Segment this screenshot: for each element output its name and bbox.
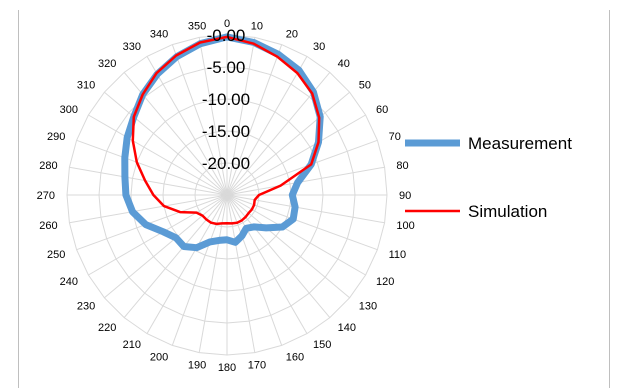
angle-tick-label: 120: [376, 276, 394, 288]
legend-label-measurement: Measurement: [468, 134, 572, 153]
grid-spoke: [171, 194, 228, 346]
angle-tick-label: 350: [188, 21, 206, 33]
angle-tick-label: 170: [248, 359, 266, 371]
angle-tick-label: 160: [286, 352, 304, 364]
angle-tick-label: 150: [313, 339, 331, 351]
grid-spoke: [171, 44, 228, 196]
angle-tick-label: 300: [60, 104, 78, 116]
angle-tick-label: 190: [188, 359, 206, 371]
grid-spoke: [198, 194, 228, 353]
angle-tick-label: 270: [37, 190, 55, 202]
grid-spoke: [226, 194, 350, 299]
angle-tick-label: 90: [399, 190, 411, 202]
radial-tick-label: -0.00: [207, 26, 246, 45]
grid-spoke: [226, 194, 308, 334]
angle-tick-label: 130: [359, 301, 377, 313]
grid-spoke: [226, 194, 366, 276]
angle-tick-label: 310: [77, 79, 95, 91]
grid-spoke: [226, 166, 385, 196]
series-layer: [121, 33, 324, 252]
radial-tick-label: -5.00: [207, 58, 246, 77]
angle-tick-label: 320: [98, 58, 116, 70]
grid-spoke: [104, 194, 228, 299]
grid-spoke: [76, 139, 228, 196]
angle-tick-label: 30: [313, 41, 325, 53]
angle-tick-label: 180: [218, 362, 236, 374]
grid-spoke: [198, 37, 228, 196]
series-line-simulation: [131, 35, 321, 226]
angle-tick-label: 210: [123, 339, 141, 351]
grid-spoke: [226, 91, 350, 196]
angle-tick-label: 140: [338, 322, 356, 334]
radial-tick-label: -10.00: [202, 90, 250, 109]
angle-tick-label: 330: [123, 41, 141, 53]
grid-spoke: [69, 194, 228, 224]
angle-tick-label: 50: [359, 79, 371, 91]
angle-tick-label: 0: [224, 18, 230, 30]
grid-spoke: [226, 194, 283, 346]
grid-spoke: [226, 114, 366, 196]
grid-spoke: [226, 194, 331, 318]
angle-tick-label: 40: [338, 58, 350, 70]
grid-spoke: [226, 139, 378, 196]
angle-tick-label: 100: [396, 220, 414, 232]
grid-spoke: [88, 114, 228, 196]
grid: [66, 34, 388, 356]
grid-spoke: [69, 166, 228, 196]
grid-spoke: [226, 56, 308, 196]
grid-spoke: [123, 194, 228, 318]
grid-spoke: [88, 194, 228, 276]
legend-label-simulation: Simulation: [468, 202, 547, 221]
radial-tick-label: -15.00: [202, 122, 250, 141]
grid-spoke: [226, 194, 385, 224]
grid-spoke: [76, 194, 228, 251]
angle-tick-label: 250: [47, 249, 65, 261]
angle-tick-label: 230: [77, 301, 95, 313]
angle-tick-label: 70: [389, 131, 401, 143]
grid-spoke: [226, 37, 256, 196]
grid-spoke: [226, 44, 283, 196]
grid-spoke: [226, 194, 256, 353]
angle-tick-label: 10: [251, 21, 263, 33]
angle-tick-label: 80: [396, 160, 408, 172]
grid-spoke: [226, 194, 378, 251]
angle-tick-label: 340: [150, 28, 168, 40]
angle-tick-label: 20: [286, 28, 298, 40]
angle-tick-label: 110: [389, 249, 407, 261]
grid-spoke: [146, 194, 228, 334]
angle-tick-label: 220: [98, 322, 116, 334]
grid-spoke: [104, 91, 228, 196]
angle-tick-label: 60: [376, 104, 388, 116]
grid-spoke: [146, 56, 228, 196]
angle-tick-label: 200: [150, 352, 168, 364]
legend: Measurement Simulation: [405, 134, 572, 221]
radial-tick-label: -20.00: [202, 154, 250, 173]
angle-tick-label: 260: [39, 220, 57, 232]
angle-tick-label: 240: [60, 276, 78, 288]
angle-tick-label: 280: [39, 160, 57, 172]
angle-tick-label: 290: [47, 131, 65, 143]
